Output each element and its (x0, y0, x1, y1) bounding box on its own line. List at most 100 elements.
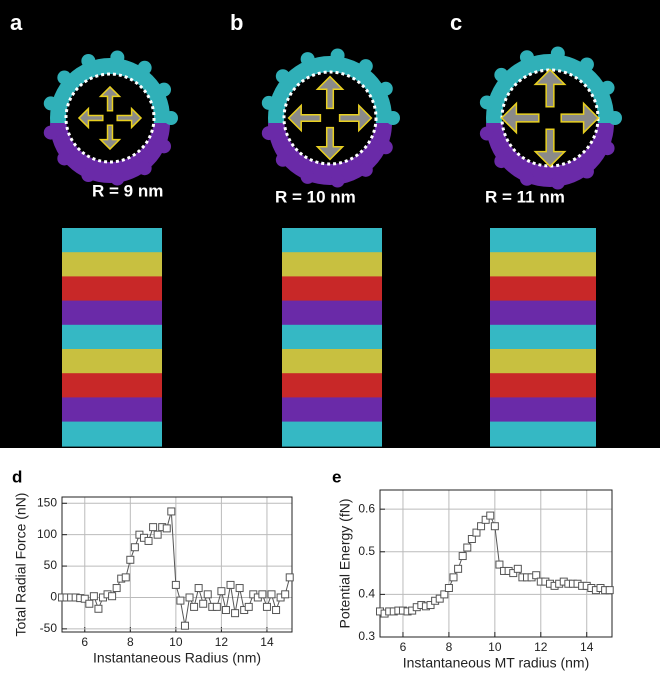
data-point (285, 573, 294, 582)
ring-lobe (300, 52, 315, 67)
x-axis-label: Instantaneous Radius (nm) (93, 650, 261, 666)
data-point (94, 604, 103, 613)
arrow (338, 103, 373, 133)
data-point (262, 602, 271, 611)
data-point (144, 536, 153, 545)
data-point (495, 560, 504, 569)
filament-band (282, 276, 382, 302)
y-tick-label: -50 (40, 621, 58, 635)
data-point (454, 564, 463, 573)
ring-lobe (519, 171, 534, 186)
data-point (426, 601, 435, 610)
filament-band (282, 300, 382, 326)
filament-band (282, 252, 382, 278)
data-point (180, 621, 189, 630)
ring-lobe (110, 171, 125, 186)
data-point (467, 535, 476, 543)
data-point (89, 592, 98, 601)
data-point (272, 606, 281, 615)
y-tick-label: 100 (37, 527, 57, 541)
data-point (162, 524, 171, 533)
filament-band (282, 228, 382, 253)
panel-label: b (230, 10, 243, 35)
y-axis-label: Total Radial Force (nN) (13, 493, 29, 637)
ring-lobe (579, 164, 594, 179)
ring-lobe (378, 81, 393, 96)
ring-lobe (275, 152, 290, 167)
data-point (258, 590, 267, 599)
filament-band (490, 349, 596, 374)
filament-band (490, 252, 596, 278)
data-point (244, 602, 253, 611)
filament-band (282, 349, 382, 374)
data-point (167, 507, 176, 516)
filament-band (62, 228, 162, 253)
data-point (171, 580, 180, 589)
ring-lobe (81, 168, 96, 183)
ring-lobe (330, 173, 345, 188)
ring-lobe (494, 154, 509, 169)
panel-label: d (12, 467, 22, 486)
y-tick-label: 0.5 (358, 544, 375, 558)
filament-band (490, 373, 596, 399)
data-point (185, 593, 194, 602)
data-point (121, 573, 130, 582)
data-point (199, 599, 208, 608)
arrow (116, 106, 143, 130)
arrow (98, 85, 122, 112)
ring-lobe (43, 125, 58, 140)
data-point (458, 552, 467, 561)
arrow (533, 128, 567, 168)
data-point (194, 584, 203, 593)
data-point (126, 555, 135, 564)
ring-lobe (494, 67, 509, 82)
data-point (532, 571, 541, 580)
filament-band (62, 276, 162, 302)
image-panels (43, 46, 622, 447)
x-tick-label: 12 (215, 635, 229, 649)
ring-lobe (358, 59, 373, 74)
caption: R = 10 nm (275, 187, 356, 206)
ring-lobe (479, 95, 494, 110)
ring-lobe (330, 48, 345, 63)
y-tick-label: 0.6 (358, 501, 375, 515)
x-tick-label: 10 (169, 635, 183, 649)
filament-band (490, 276, 596, 302)
filament-band (62, 300, 162, 326)
ring-lobe (300, 169, 315, 184)
data-point (176, 596, 185, 605)
lumen (282, 70, 378, 166)
data-point (153, 530, 162, 539)
ring-lobe (261, 126, 276, 141)
filament-band (282, 324, 382, 350)
data-point (449, 573, 458, 582)
x-axis-label: Instantaneous MT radius (nm) (403, 655, 590, 671)
data-point (235, 584, 244, 593)
x-tick-label: 10 (488, 640, 502, 654)
data-point (490, 522, 499, 531)
filament-band (282, 421, 382, 447)
data-point (130, 543, 139, 552)
data-point (435, 594, 444, 603)
y-tick-label: 0.3 (358, 629, 375, 643)
data-point (212, 602, 221, 611)
ring-lobe (57, 151, 72, 166)
x-tick-label: 14 (260, 635, 274, 649)
ring-lobe (157, 139, 172, 154)
filament-band (62, 324, 162, 350)
ring-lobe (600, 141, 615, 156)
y-axis-label: Potential Energy (fN) (337, 499, 353, 629)
x-tick-label: 8 (446, 640, 453, 654)
filament-band (490, 421, 596, 447)
filament-band (490, 300, 596, 326)
x-tick-label: 12 (534, 640, 548, 654)
data-point (217, 587, 226, 596)
lumen (64, 72, 156, 164)
filament-band (490, 228, 596, 253)
ring-lobe (164, 111, 178, 125)
data-point (509, 569, 518, 578)
panel-label: a (10, 10, 23, 35)
filament-band (490, 397, 596, 423)
plot-frame (61, 496, 293, 633)
